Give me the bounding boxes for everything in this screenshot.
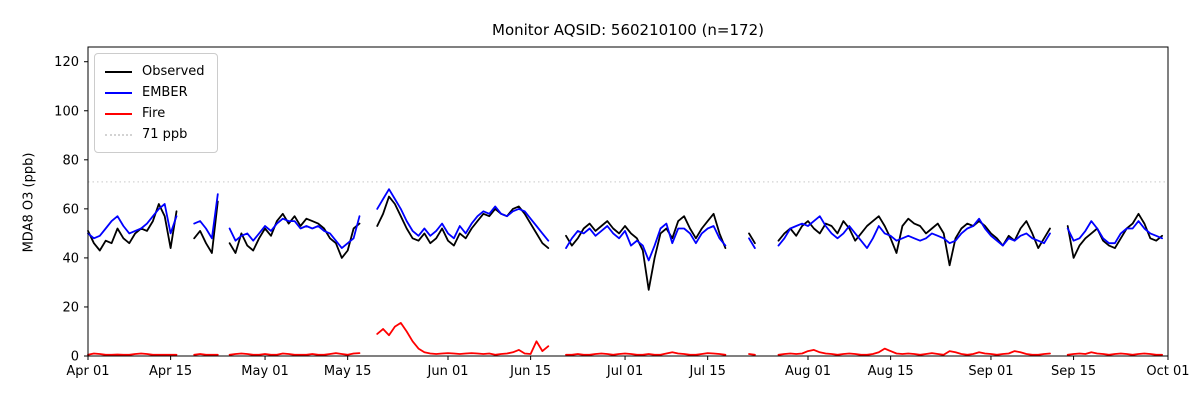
y-tick-label: 80 <box>62 153 79 168</box>
x-tick-label: Jul 01 <box>606 364 643 379</box>
legend-swatch-threshold <box>105 133 132 136</box>
legend-swatch-observed <box>105 70 132 73</box>
legend-swatch-fire <box>105 112 132 115</box>
series-fire-line <box>87 322 1163 356</box>
x-tick-label: Apr 01 <box>66 364 109 379</box>
y-tick-label: 0 <box>71 350 79 365</box>
legend: Observed EMBER Fire 71 ppb <box>94 53 218 153</box>
y-tick-label: 120 <box>54 55 79 70</box>
y-tick-label: 60 <box>62 202 79 217</box>
x-tick-label: Aug 15 <box>868 364 914 379</box>
y-tick-label: 40 <box>62 251 79 266</box>
x-tick-label: Jul 15 <box>688 364 725 379</box>
x-tick-label: Sep 15 <box>1051 364 1096 379</box>
plot-border <box>87 46 1169 357</box>
x-tick-label: Oct 01 <box>1146 364 1189 379</box>
x-tick-label: Sep 01 <box>968 364 1013 379</box>
legend-swatch-ember <box>105 91 132 94</box>
legend-label-observed: Observed <box>142 64 205 79</box>
legend-label-ember: EMBER <box>142 85 188 100</box>
legend-item-fire: Fire <box>105 103 205 124</box>
legend-label-threshold: 71 ppb <box>142 127 188 142</box>
chart-title: Monitor AQSID: 560210100 (n=172) <box>492 21 764 39</box>
series-ember-line <box>87 188 1163 262</box>
legend-item-ember: EMBER <box>105 82 205 103</box>
y-tick-label: 20 <box>62 300 79 315</box>
x-tick-label: Jun 15 <box>509 364 551 379</box>
legend-item-threshold: 71 ppb <box>105 124 205 145</box>
x-tick-label: May 15 <box>324 364 372 379</box>
legend-item-observed: Observed <box>105 61 205 82</box>
series-observed-line <box>87 195 1163 291</box>
x-tick-label: Apr 15 <box>149 364 192 379</box>
x-tick-label: Jun 01 <box>427 364 469 379</box>
legend-label-fire: Fire <box>142 106 166 121</box>
x-tick-label: Aug 01 <box>785 364 831 379</box>
x-tick-label: May 01 <box>241 364 289 379</box>
y-tick-label: 100 <box>54 104 79 119</box>
